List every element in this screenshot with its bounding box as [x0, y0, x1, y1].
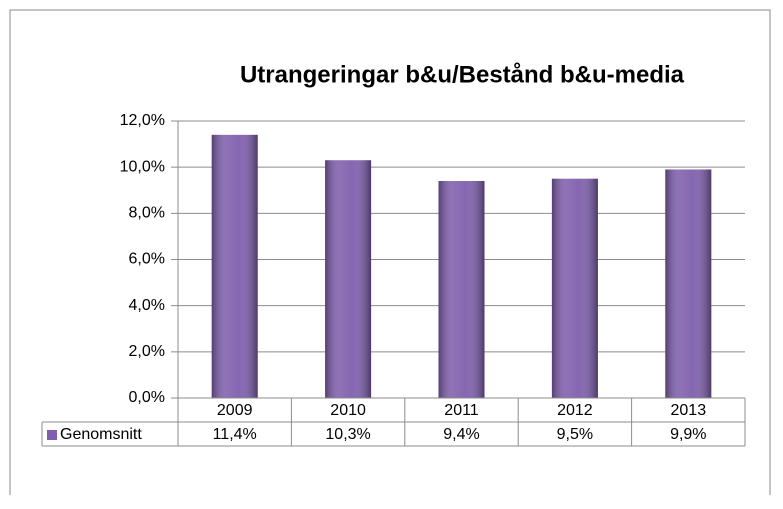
bar-shade [211, 134, 258, 398]
bar-shade [665, 169, 712, 398]
y-tick-label: 6,0% [129, 251, 165, 268]
data-table-value: 9,9% [670, 426, 706, 443]
data-table-value: 11,4% [213, 426, 257, 443]
x-tick-label: 2013 [671, 402, 707, 419]
bar-shade [438, 181, 485, 398]
x-tick-label: 2009 [217, 402, 253, 419]
legend-label: Genomsnitt [60, 426, 142, 443]
data-table-value: 9,4% [443, 426, 479, 443]
x-tick-label: 2010 [330, 402, 366, 419]
y-tick-label: 12,0% [120, 112, 165, 129]
legend-key [47, 430, 57, 440]
chart-title: Utrangeringar b&u/Bestånd b&u-media [240, 61, 685, 88]
y-tick-label: 2,0% [129, 343, 165, 360]
data-table-value: 10,3% [325, 426, 370, 443]
y-tick-label: 8,0% [129, 205, 165, 222]
x-tick-label: 2012 [557, 402, 593, 419]
y-tick-label: 0,0% [129, 389, 165, 406]
y-tick-label: 10,0% [120, 158, 165, 175]
bar-shade [551, 178, 598, 398]
bar-shade [325, 160, 372, 398]
x-tick-label: 2011 [444, 402, 479, 419]
chart-frame [9, 9, 771, 495]
data-table-value: 9,5% [557, 426, 593, 443]
y-tick-label: 4,0% [129, 297, 165, 314]
